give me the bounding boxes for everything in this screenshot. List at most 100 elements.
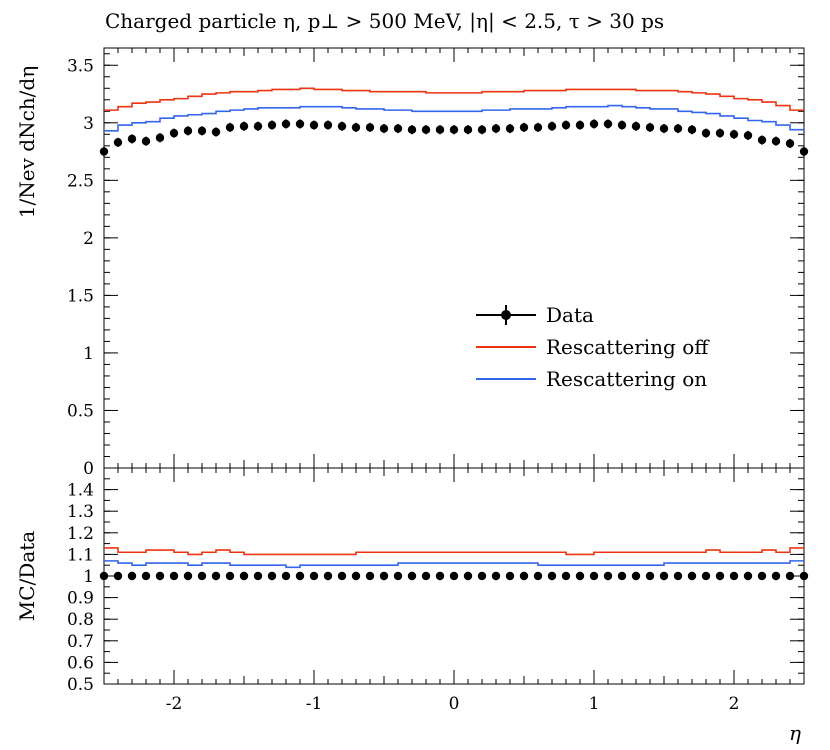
ratio-series-data-point [743,571,753,581]
main-series-data-point [393,124,403,133]
main-series-data-point [127,134,137,144]
ratio-series-data-point [645,571,655,581]
ratio-y-tick-label: 0.9 [67,589,94,609]
main-panel: 0 0.5 1 1.5 2 2.5 3 3.5 [67,47,809,479]
main-series-data-point [785,139,795,148]
ratio-x-tick-label: -1 [306,694,323,714]
main-y-tick-label: 2 [83,229,94,249]
main-series-data-point [225,123,235,132]
main-series-data-point [603,119,613,129]
main-series-rescattering-on-line [104,104,804,132]
ratio-series-data-point [603,571,613,581]
main-series-data-point [757,135,767,145]
main-series-data-point [253,122,263,131]
ratio-series-data-point [799,571,809,581]
main-series-data-point [281,119,291,129]
ratio-series-data-point [617,571,627,581]
ratio-y-tick-label: 0.5 [67,675,94,695]
main-series-data-point [617,120,627,130]
main-series-data-point [743,131,753,140]
ratio-series-data-point [659,571,669,581]
ratio-series-data-point [491,571,501,581]
ratio-series-data-point [407,571,417,581]
legend-rescattering-off-label: Rescattering off [546,335,710,359]
legend: Data Rescattering off Rescattering on [476,303,710,391]
main-series-data-point [267,120,277,130]
ratio-x-tick-label: 0 [449,694,460,714]
ratio-series-data-point [421,571,431,581]
ratio-x-tick-label: 2 [729,694,740,714]
main-series-data-point [183,126,193,136]
main-series-data-point [141,137,151,146]
main-series-data-point [771,137,781,146]
ratio-series-data-point [561,571,571,581]
ratio-series-data-point [379,571,389,581]
main-y-tick-label: 0 [83,459,94,479]
ratio-y-tick-label: 0.8 [67,610,94,630]
main-series-data-point [113,138,123,147]
main-series-data-point [589,119,599,129]
ratio-series-data-point [547,571,557,581]
main-y-tick-label: 2.5 [67,171,94,191]
main-series-data-point [99,147,109,156]
chart-title: Charged particle η, p⊥ > 500 MeV, |η| < … [105,9,664,34]
main-series-data-point [351,123,361,132]
ratio-y-tick-label: 1.1 [67,545,94,565]
ratio-series-data-point [183,571,193,581]
ratio-series-data-point [99,571,109,581]
ratio-series-data-point [169,571,179,581]
ratio-series-data-point [533,571,543,581]
ratio-series-data-point [463,571,473,581]
ratio-x-tick-label: -2 [166,694,183,714]
ratio-series-data-point [337,571,347,581]
ratio-y-tick-label: 0.6 [67,653,94,673]
ratio-series-data-point [197,571,207,581]
ratio-series-data-point [155,571,165,581]
ratio-series-data-point [435,571,445,581]
ratio-series-data-point [127,571,137,581]
main-series-data-point [155,133,165,142]
ratio-series-data-point [477,571,487,581]
main-series-data-point [323,120,333,130]
ratio-series-data-point [701,571,711,581]
ratio-series-data-point [239,571,249,581]
main-y-tick-label: 1.5 [67,286,94,306]
main-series-data-point [379,124,389,133]
main-series-data-point [211,127,221,137]
main-series-data-point [421,125,431,134]
ratio-y-axis-label: MC/Data [15,531,39,622]
ratio-x-tick-label: 1 [589,694,600,714]
main-series-data-point [337,122,347,131]
main-series-data-point [463,125,473,134]
main-series-data-point [799,147,809,156]
main-series-data-point [547,122,557,131]
main-y-tick-label: 0.5 [67,401,94,421]
ratio-series-data-point [225,571,235,581]
ratio-series-data-point [757,571,767,581]
main-series-data-point [505,124,515,133]
main-series-rescattering-off-line [104,87,804,111]
ratio-series-data-point [253,571,263,581]
ratio-series-data-point [505,571,515,581]
ratio-series-data-point [309,571,319,581]
legend-rescattering-on-label: Rescattering on [546,367,707,391]
ratio-series-data-point [589,571,599,581]
ratio-y-tick-label: 1.3 [67,502,94,522]
main-series-data-point [533,123,543,132]
main-series-data-point [239,122,249,131]
main-series-data-point [449,125,459,134]
ratio-series-data-point [295,571,305,581]
ratio-series-data-point [113,571,123,581]
main-series-data-point [491,124,501,133]
ratio-series-data-point [211,571,221,581]
main-series-data-point [701,128,711,138]
ratio-series-data-point [631,571,641,581]
ratio-series-data-point [267,571,277,581]
main-series-data-point [295,119,305,129]
main-series-data-point [519,123,529,132]
ratio-series-data-point [729,571,739,581]
main-series-data-point [365,123,375,132]
ratio-series-data-point [393,571,403,581]
ratio-series-data-point [673,571,683,581]
